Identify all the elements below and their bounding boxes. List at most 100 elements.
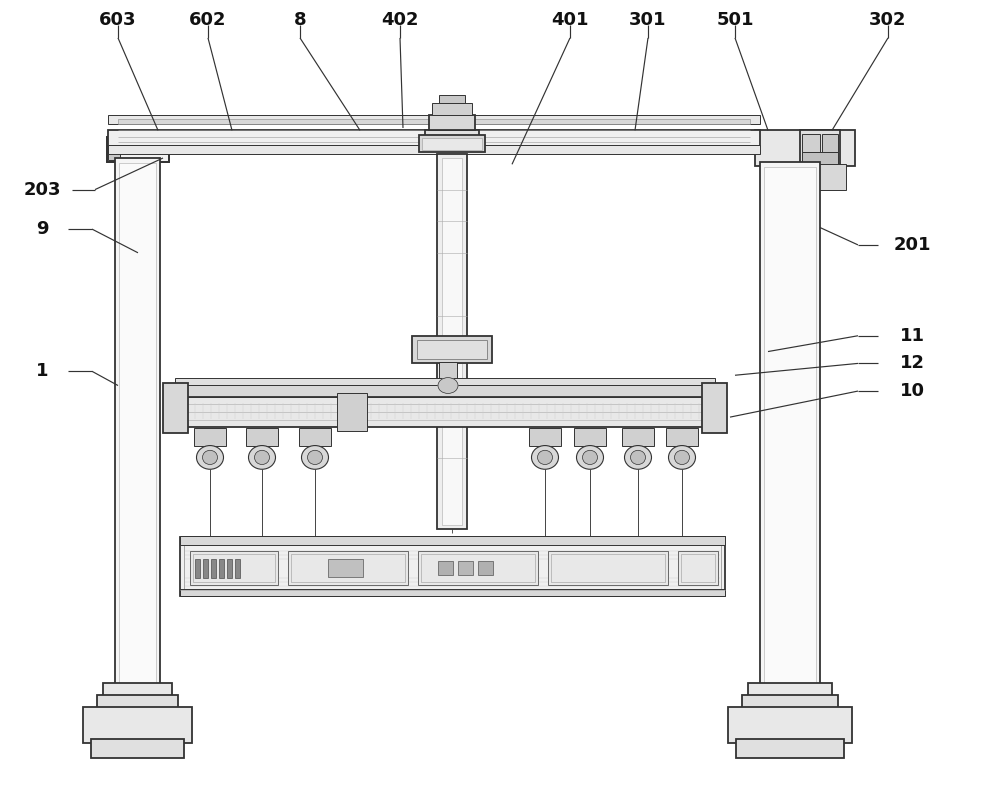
Bar	[175, 378, 715, 385]
Text: 12: 12	[900, 355, 924, 372]
Bar	[728, 707, 852, 743]
Bar	[666, 428, 698, 446]
Bar	[529, 428, 561, 446]
Bar	[432, 103, 472, 115]
Bar	[458, 561, 473, 575]
Bar	[246, 428, 278, 446]
Text: 301: 301	[629, 11, 667, 28]
Bar	[235, 559, 240, 578]
Bar	[107, 137, 169, 162]
Bar	[622, 428, 654, 446]
Bar	[551, 554, 665, 582]
Text: 10: 10	[900, 382, 924, 400]
Text: 1: 1	[36, 363, 48, 380]
Ellipse shape	[668, 446, 696, 469]
Bar	[760, 162, 820, 687]
Bar	[574, 428, 606, 446]
Bar	[97, 695, 178, 711]
Bar	[439, 362, 457, 379]
Bar	[175, 385, 715, 397]
Bar	[194, 428, 226, 446]
Text: 8: 8	[294, 11, 306, 28]
Bar	[211, 559, 216, 578]
Bar	[108, 130, 760, 146]
Ellipse shape	[202, 450, 218, 465]
Text: 201: 201	[893, 236, 931, 254]
Bar	[163, 383, 188, 433]
Bar	[417, 340, 487, 359]
Ellipse shape	[631, 450, 646, 465]
Ellipse shape	[538, 450, 552, 465]
Bar	[438, 561, 453, 575]
Bar	[119, 163, 156, 684]
Bar	[103, 683, 172, 699]
Bar	[736, 739, 844, 758]
Bar	[132, 144, 142, 152]
Bar	[180, 536, 725, 545]
Bar	[175, 397, 715, 427]
Text: 602: 602	[189, 11, 227, 28]
Bar	[115, 158, 160, 687]
Bar	[548, 551, 668, 585]
Bar	[108, 152, 120, 160]
Ellipse shape	[308, 450, 322, 465]
Text: 11: 11	[900, 327, 924, 344]
Text: 203: 203	[23, 181, 61, 198]
Bar	[764, 167, 816, 684]
Bar	[421, 554, 535, 582]
Bar	[437, 154, 467, 529]
Bar	[118, 119, 750, 124]
Circle shape	[438, 378, 458, 393]
Bar	[203, 559, 208, 578]
Text: 603: 603	[99, 11, 137, 28]
Ellipse shape	[674, 450, 690, 465]
Bar	[418, 551, 538, 585]
Bar	[288, 551, 408, 585]
Bar	[755, 130, 855, 166]
Bar	[702, 383, 727, 433]
Bar	[442, 158, 462, 525]
Bar	[328, 559, 363, 577]
Ellipse shape	[532, 446, 558, 469]
Bar	[91, 739, 184, 758]
Bar	[108, 115, 760, 124]
Bar	[180, 537, 725, 596]
Bar	[108, 140, 118, 152]
Bar	[193, 554, 275, 582]
Text: 401: 401	[551, 11, 589, 28]
Bar	[412, 336, 492, 363]
Text: 402: 402	[381, 11, 419, 28]
Ellipse shape	[582, 450, 598, 465]
Bar	[802, 152, 838, 164]
Bar	[429, 115, 475, 130]
Ellipse shape	[248, 446, 276, 469]
Bar	[678, 551, 718, 585]
Bar	[768, 164, 846, 190]
Bar	[108, 145, 760, 154]
Text: 9: 9	[36, 220, 48, 238]
Bar	[822, 134, 838, 152]
Bar	[180, 589, 725, 596]
Bar	[219, 559, 224, 578]
Text: 501: 501	[716, 11, 754, 28]
Bar	[291, 554, 405, 582]
Bar	[337, 393, 367, 431]
Bar	[478, 561, 493, 575]
Bar	[439, 95, 465, 103]
Bar	[800, 130, 840, 166]
Bar	[299, 428, 331, 446]
Bar	[107, 137, 169, 162]
Ellipse shape	[624, 446, 652, 469]
Bar	[190, 551, 278, 585]
Ellipse shape	[254, 450, 270, 465]
Text: 302: 302	[869, 11, 907, 28]
Bar	[419, 135, 485, 152]
Ellipse shape	[302, 446, 328, 469]
Bar	[425, 130, 479, 149]
Bar	[802, 134, 820, 152]
Bar	[742, 695, 838, 711]
Ellipse shape	[196, 446, 224, 469]
Bar	[120, 142, 130, 152]
Bar	[83, 707, 192, 743]
Bar	[195, 559, 200, 578]
